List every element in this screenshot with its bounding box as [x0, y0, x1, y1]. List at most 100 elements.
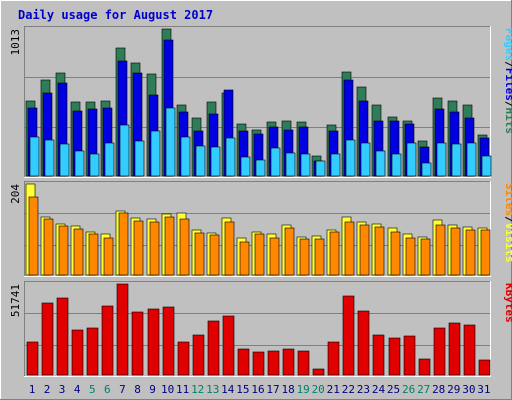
bar-kbytes — [282, 348, 295, 376]
bar-kbytes — [327, 341, 340, 376]
bar-kbytes — [267, 350, 280, 376]
bar-pages — [391, 153, 402, 177]
x-tick-label: 23 — [357, 383, 370, 396]
bar-kbytes — [297, 350, 310, 376]
bar-kbytes — [147, 308, 160, 376]
x-tick-label: 17 — [266, 383, 279, 396]
bar-pages — [180, 136, 191, 177]
bar-sites — [405, 237, 416, 276]
bar-kbytes — [131, 311, 144, 376]
bar-pages — [119, 124, 130, 177]
x-tick-label: 20 — [312, 383, 325, 396]
bar-pages — [150, 130, 161, 177]
series-sites — [28, 196, 491, 276]
bar-kbytes — [372, 334, 385, 376]
x-tick-label: 22 — [342, 383, 355, 396]
bar-sites — [359, 224, 370, 276]
legend-entry: / — [503, 101, 512, 108]
x-tick-label: 8 — [134, 383, 141, 396]
bar-kbytes — [357, 310, 370, 376]
panel-kbytes: 51741 KBytes — [9, 281, 512, 377]
bar-sites — [314, 238, 325, 276]
x-tick-label: 24 — [372, 383, 386, 396]
bar-sites — [194, 232, 205, 276]
bar-sites — [465, 229, 476, 276]
bar-kbytes — [448, 322, 461, 376]
bar-kbytes — [162, 306, 175, 376]
bar-sites — [224, 221, 235, 276]
bar-sites — [435, 224, 446, 276]
bar-sites — [103, 237, 114, 276]
bar-kbytes — [418, 358, 431, 376]
bar-sites — [299, 238, 310, 276]
chart-title: Daily usage for August 2017 — [18, 8, 213, 22]
x-tick-label: 18 — [281, 383, 294, 396]
bar-kbytes — [71, 329, 84, 376]
bar-sites — [179, 218, 190, 276]
bar-pages — [44, 139, 55, 177]
bar-kbytes — [433, 327, 446, 376]
bar-pages — [300, 153, 311, 177]
x-tick-label: 6 — [104, 383, 111, 396]
bar-pages — [330, 153, 341, 177]
bar-sites — [450, 227, 461, 276]
bar-sites — [73, 228, 84, 276]
bar-pages — [240, 156, 251, 177]
bar-sites — [133, 220, 144, 276]
x-tick-label: 1 — [29, 383, 36, 396]
bar-pages — [195, 145, 206, 177]
bar-sites — [254, 233, 265, 276]
bar-sites — [28, 196, 39, 276]
x-tick-label: 15 — [236, 383, 249, 396]
bar-kbytes — [312, 368, 325, 376]
bar-pages — [451, 143, 462, 177]
x-tick-label: 31 — [477, 383, 490, 396]
bar-pages — [360, 142, 371, 177]
panel-visits_sites: 204 Sites/Visits — [9, 181, 512, 277]
bar-kbytes — [237, 348, 250, 376]
x-tick-label: 21 — [327, 383, 340, 396]
x-tick-label: 29 — [447, 383, 460, 396]
bar-pages — [436, 142, 447, 177]
bar-pages — [270, 147, 281, 177]
x-tick-labels: 1 2 3 4 5 6 7 8 9 10 11 12 13 14 15 16 17 18 19 20 21 22 23 24 2… — [29, 383, 491, 396]
bar-sites — [420, 238, 431, 276]
x-tick-label: 13 — [206, 383, 219, 396]
bar-pages — [255, 159, 266, 177]
x-tick-label: 10 — [161, 383, 174, 396]
bar-sites — [239, 241, 250, 276]
x-tick-label: 2 — [44, 383, 51, 396]
bar-kbytes — [222, 315, 235, 376]
bar-pages — [165, 107, 176, 177]
legend-entry: Files — [503, 68, 512, 101]
bar-kbytes — [86, 327, 99, 376]
bar-pages — [481, 155, 492, 177]
bar-pages — [421, 162, 432, 177]
y-tick-label: 204 — [9, 184, 22, 204]
legend-hits_files_pages: Pages/Files/Hits — [503, 28, 512, 134]
bar-sites — [329, 231, 340, 276]
legend-entry: / — [503, 61, 512, 68]
series-kbytes — [26, 283, 491, 376]
bar-pages — [466, 142, 477, 177]
x-tick-label: 3 — [59, 383, 66, 396]
bar-pages — [225, 137, 236, 177]
bar-sites — [118, 212, 129, 276]
bar-kbytes — [252, 351, 265, 376]
x-tick-label: 4 — [74, 383, 81, 396]
legend-entry: Pages — [503, 28, 512, 61]
bar-pages — [406, 142, 417, 177]
x-tick-label: 11 — [176, 383, 189, 396]
series-pages — [29, 107, 492, 177]
legend-entry: Sites — [503, 183, 512, 216]
bar-pages — [375, 150, 386, 177]
x-tick-label: 16 — [251, 383, 264, 396]
bar-kbytes — [403, 335, 416, 376]
legend-entry: Visits — [503, 223, 512, 263]
x-tick-label: 30 — [462, 383, 475, 396]
y-tick-label: 51741 — [9, 284, 22, 317]
